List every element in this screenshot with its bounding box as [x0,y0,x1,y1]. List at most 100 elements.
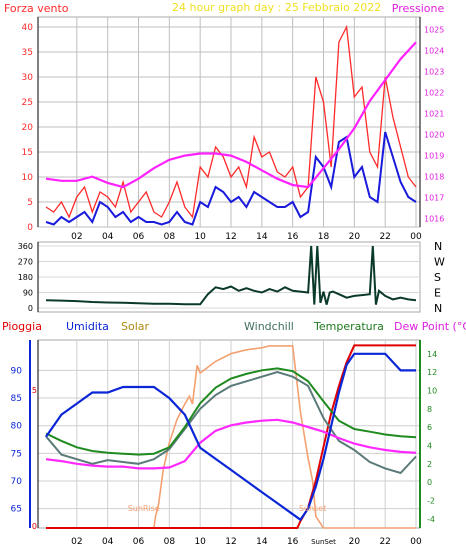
wind-panel [37,16,421,228]
wind-panel-ticks: 02 04 06 08 10 12 14 16 18 20 22 000510152025303540… [22,23,445,242]
humidity-tick-label: 70 [11,477,23,487]
x-tick-label: 08 [164,537,176,547]
x-tick-label: 14 [256,232,268,242]
humidity-tick-label: 75 [11,449,22,459]
pressure-tick-label: 1018 [424,173,444,182]
pressure-line [45,41,417,189]
x-tick-label: 04 [102,232,114,242]
solar-line [46,345,416,529]
humidity-tick-label: 85 [11,394,22,404]
temperature-tick-label: 6 [427,423,432,432]
wind-tick-label: 35 [22,48,33,58]
temperature-tick-label: -2 [427,496,435,505]
temperature-panel-grid [38,340,420,528]
humidity-tick-label: 90 [11,366,23,376]
wind-tick-label: 15 [22,148,33,158]
rain-tick-label: 5 [32,386,37,395]
x-tick-label: 00 [410,232,422,242]
pressure-tick-label: 1019 [424,152,444,161]
chart-title: 24 hour graph day : 25 Febbraio 2022 [172,1,381,14]
temperature-label: Temperatura [313,320,384,333]
temperature-tick-label: 14 [427,350,437,359]
x-tick-label: 16 [287,537,299,547]
x-tick-label: 14 [256,537,268,547]
pressure-tick-label: 1016 [424,215,444,224]
direction-tick-label: 270 [18,258,33,267]
gust-line [45,24,417,219]
wind-tick-label: 30 [22,73,34,83]
wind-panel-grid [38,17,420,228]
compass-label: N [434,302,442,315]
wind-tick-label: 25 [22,98,33,108]
direction-panel-series [45,245,417,306]
x-tick-label: 06 [133,232,145,242]
wind-tick-label: 10 [22,173,34,183]
pressure-tick-label: 1025 [424,26,444,35]
direction-tick-label: 0 [28,304,33,313]
temperature-tick-label: 8 [427,405,432,414]
x-tick-label: 10 [194,537,206,547]
temperature-panel-series [45,344,417,529]
temperature-tick-label: 0 [427,478,432,487]
sunset-annotation: Sunset [299,504,326,513]
wind-axis-label: Forza vento [4,2,69,15]
pressure-tick-label: 1022 [424,89,444,98]
windchill-label: Windchill [244,320,294,333]
pressure-tick-label: 1021 [424,110,444,119]
x-tick-label: 12 [225,232,236,242]
wind-tick-label: 0 [27,223,33,233]
pressure-tick-label: 1023 [424,68,444,77]
humidity-tick-label: 65 [11,505,22,515]
rain-line [46,344,416,529]
x-tick-label: 16 [287,232,299,242]
compass-label: S [434,271,441,284]
x-tick-label: 20 [349,537,361,547]
humidity-line [45,352,416,522]
x-tick-label: 04 [102,537,114,547]
wind-panel-series [45,24,417,226]
x-tick-label: SunSet [311,538,336,546]
average-wind-line [45,131,417,226]
humidity-tick-label: 80 [11,422,23,432]
x-tick-label: 02 [71,537,82,547]
x-tick-label: 02 [71,232,82,242]
pressure-axis-label: Pressione [392,2,445,15]
direction-line [45,245,417,306]
humidity-label: Umidita [66,320,109,333]
temperature-tick-label: 4 [427,441,432,450]
temperature-tick-label: 12 [427,368,437,377]
temperature-tick-label: 10 [427,386,437,395]
solar-label: Solar [121,320,150,333]
pressure-tick-label: 1020 [424,131,444,140]
dewpoint-label: Dew Point (°C) [394,320,466,333]
x-tick-label: 08 [164,232,176,242]
pressure-tick-label: 1017 [424,194,444,203]
pressure-tick-label: 1024 [424,47,444,56]
wind-tick-label: 5 [27,198,33,208]
windchill-line [45,371,417,475]
x-tick-label: 00 [410,537,422,547]
rain-tick-label: 0 [32,522,37,531]
direction-tick-label: 360 [18,242,33,251]
temperature-panel-ticks: 02 04 06 08 10 12 14 16 SunSet 20 22 00657075808590… [11,350,438,547]
direction-tick-label: 90 [23,289,33,298]
temperature-tick-label: -4 [427,515,435,524]
x-tick-label: 12 [225,537,236,547]
compass-label: N [434,240,442,253]
wind-tick-label: 20 [22,123,34,133]
rain-label: Pioggia [2,320,42,333]
dewpoint-line [45,418,417,470]
temperature-panel [37,339,421,529]
x-tick-label: 18 [318,232,330,242]
temperature-line [45,367,417,456]
compass-label: E [434,287,441,300]
x-tick-label: 20 [349,232,361,242]
direction-tick-label: 180 [18,273,33,282]
x-tick-label: 22 [379,537,390,547]
x-tick-label: 10 [194,232,206,242]
x-tick-label: 22 [379,232,390,242]
x-tick-label: 06 [133,537,145,547]
